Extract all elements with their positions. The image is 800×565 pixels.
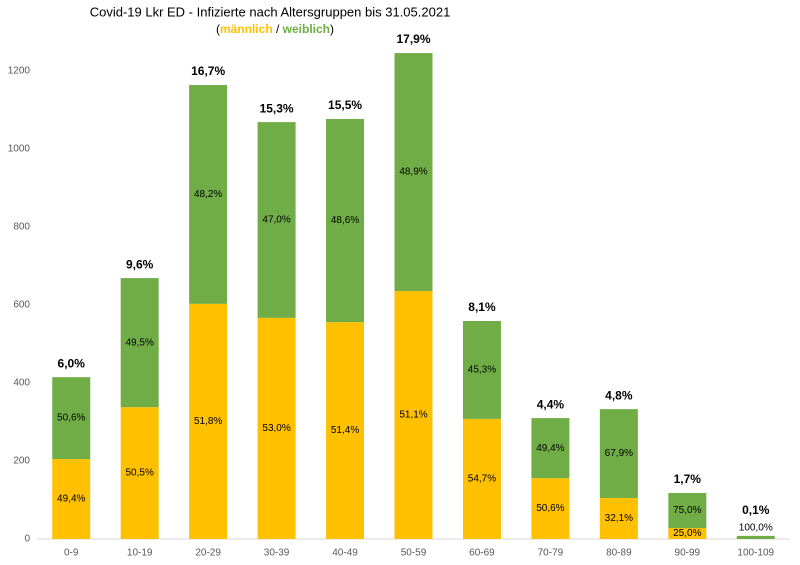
- bar-segment: [599, 498, 638, 539]
- bar-segment: [189, 85, 228, 304]
- x-tick-label: 100-109: [737, 548, 774, 559]
- bar-segment: [257, 122, 296, 318]
- chart-title: Covid-19 Lkr ED - Infizierte nach Alters…: [90, 4, 451, 19]
- total-label: 1,7%: [674, 472, 702, 486]
- segment-label: 100,0%: [739, 523, 773, 534]
- x-tick-label: 0-9: [64, 548, 79, 559]
- segment-label: 54,7%: [468, 474, 496, 485]
- bar-segment: [189, 303, 228, 539]
- bar-segment: [120, 278, 159, 408]
- segment-label: 51,4%: [331, 425, 359, 436]
- x-tick-label: 50-59: [401, 548, 427, 559]
- bar-segment: [257, 317, 296, 539]
- bar-segment: [668, 528, 707, 539]
- y-tick-label: 1000: [8, 144, 31, 155]
- total-label: 4,4%: [537, 397, 565, 411]
- x-tick-label: 80-89: [606, 548, 632, 559]
- total-label: 8,1%: [468, 300, 496, 314]
- bar-segment: [52, 377, 91, 460]
- segment-label: 32,1%: [605, 513, 633, 524]
- subtitle-part: (: [216, 22, 220, 36]
- segment-label: 51,8%: [194, 416, 222, 427]
- subtitle-part: ): [330, 22, 334, 36]
- total-label: 0,1%: [742, 503, 770, 517]
- y-tick-label: 200: [13, 456, 30, 467]
- subtitle-series: männlich: [220, 22, 273, 36]
- y-tick-label: 400: [13, 378, 30, 389]
- total-label: 17,9%: [396, 32, 430, 46]
- bar-segment: [531, 478, 570, 539]
- bar-segment: [736, 535, 775, 539]
- x-tick-label: 10-19: [127, 548, 153, 559]
- segment-label: 75,0%: [673, 505, 701, 516]
- segment-label: 48,6%: [331, 215, 359, 226]
- x-tick-label: 30-39: [264, 548, 290, 559]
- segment-label: 49,5%: [126, 337, 154, 348]
- x-tick-label: 70-79: [538, 548, 564, 559]
- bar-segment: [326, 322, 365, 539]
- segment-label: 48,2%: [194, 189, 222, 200]
- segment-label: 48,9%: [399, 167, 427, 178]
- segment-label: 51,1%: [399, 410, 427, 421]
- total-label: 16,7%: [191, 64, 225, 78]
- subtitle-series: weiblich: [282, 22, 330, 36]
- total-label: 15,3%: [260, 101, 294, 115]
- segment-label: 49,4%: [57, 494, 85, 505]
- segment-label: 25,0%: [673, 528, 701, 539]
- x-tick-label: 40-49: [332, 548, 358, 559]
- x-tick-label: 60-69: [469, 548, 495, 559]
- bar-segment: [394, 290, 433, 539]
- bar-segment: [462, 320, 501, 419]
- bar-segment: [52, 459, 91, 539]
- segment-label: 49,4%: [536, 443, 564, 454]
- segment-label: 67,9%: [605, 448, 633, 459]
- bar-segment: [531, 418, 570, 479]
- bar-segment: [120, 407, 159, 539]
- x-tick-label: 90-99: [675, 548, 701, 559]
- total-label: 15,5%: [328, 98, 362, 112]
- segment-label: 53,0%: [262, 423, 290, 434]
- y-tick-label: 1200: [8, 66, 31, 77]
- segment-label: 45,3%: [468, 365, 496, 376]
- subtitle-part: /: [273, 22, 283, 36]
- y-tick-label: 800: [13, 222, 30, 233]
- chart-subtitle: (männlich / weiblich): [216, 22, 334, 36]
- total-label: 4,8%: [605, 388, 633, 402]
- bar-segment: [326, 118, 365, 323]
- bar-segment: [394, 53, 433, 291]
- segment-label: 47,0%: [262, 215, 290, 226]
- bar-segment: [462, 418, 501, 539]
- bar-segment: [599, 409, 638, 499]
- segment-label: 50,5%: [126, 468, 154, 479]
- segment-label: 50,6%: [57, 413, 85, 424]
- total-label: 6,0%: [58, 356, 86, 370]
- y-tick-label: 600: [13, 300, 30, 311]
- segment-label: 50,6%: [536, 503, 564, 514]
- y-tick-label: 0: [24, 534, 30, 545]
- bar-segment: [668, 492, 707, 529]
- x-tick-label: 20-29: [195, 548, 221, 559]
- total-label: 9,6%: [126, 257, 154, 271]
